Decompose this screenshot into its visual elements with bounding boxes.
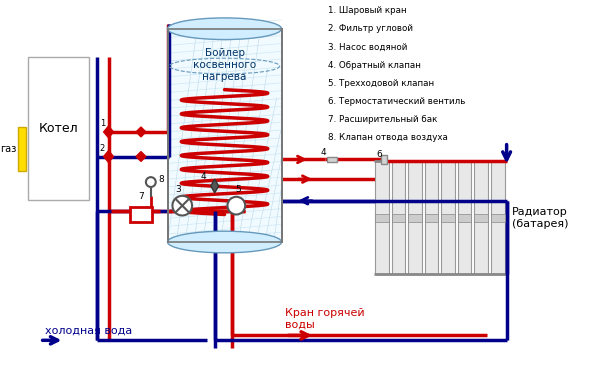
Bar	[381, 155, 387, 164]
Bar	[392, 161, 405, 275]
Bar	[441, 214, 455, 222]
Bar	[375, 214, 389, 222]
Text: 6: 6	[376, 150, 382, 158]
Bar	[491, 214, 505, 222]
Polygon shape	[211, 179, 218, 193]
Bar	[167, 29, 281, 242]
Bar	[28, 57, 89, 200]
Text: 7. Расширительный бак: 7. Расширительный бак	[328, 115, 437, 124]
Polygon shape	[104, 151, 113, 162]
Ellipse shape	[167, 231, 281, 253]
Text: Котел: Котел	[38, 122, 78, 135]
Bar	[408, 214, 422, 222]
Text: 4. Обратный клапан: 4. Обратный клапан	[328, 61, 421, 70]
Text: 1: 1	[100, 119, 105, 128]
Polygon shape	[104, 126, 113, 138]
Bar	[475, 161, 488, 275]
Text: 3: 3	[175, 185, 181, 194]
Text: 2: 2	[100, 144, 105, 152]
Bar	[167, 29, 281, 242]
Ellipse shape	[167, 18, 281, 40]
Polygon shape	[136, 152, 146, 161]
Bar	[392, 214, 405, 222]
Text: 1. Шаровый кран: 1. Шаровый кран	[328, 6, 406, 15]
Bar	[130, 207, 152, 222]
Bar	[425, 214, 439, 222]
Text: 6. Термостатический вентиль: 6. Термостатический вентиль	[328, 97, 465, 106]
Text: 5. Трехходовой клапан: 5. Трехходовой клапан	[328, 79, 434, 88]
Circle shape	[172, 196, 192, 216]
Text: 3. Насос водяной: 3. Насос водяной	[328, 43, 407, 52]
Bar	[441, 161, 455, 275]
Bar	[491, 161, 505, 275]
Text: холодная вода: холодная вода	[44, 325, 132, 335]
Text: 5: 5	[235, 185, 241, 194]
Bar	[375, 161, 389, 275]
Text: 2. Фильтр угловой: 2. Фильтр угловой	[328, 24, 413, 33]
Bar	[167, 29, 281, 242]
Circle shape	[227, 197, 245, 214]
Text: 4: 4	[201, 172, 206, 181]
Bar	[408, 161, 422, 275]
Text: Кран горячей
воды: Кран горячей воды	[286, 308, 365, 329]
Text: 7: 7	[138, 192, 144, 201]
Bar	[458, 161, 472, 275]
Bar	[475, 214, 488, 222]
Text: 8: 8	[158, 175, 164, 184]
Bar	[18, 127, 26, 171]
Text: 4: 4	[321, 148, 326, 157]
Text: газ: газ	[0, 144, 16, 154]
Text: 8. Клапан отвода воздуха: 8. Клапан отвода воздуха	[328, 134, 448, 142]
Bar	[458, 214, 472, 222]
Text: Радиатор
(батарея): Радиатор (батарея)	[512, 207, 568, 229]
Text: Бойлер
косвенного
нагрева: Бойлер косвенного нагрева	[193, 48, 256, 82]
Polygon shape	[136, 127, 146, 137]
Circle shape	[146, 177, 156, 187]
Bar	[327, 157, 337, 162]
Bar	[425, 161, 439, 275]
